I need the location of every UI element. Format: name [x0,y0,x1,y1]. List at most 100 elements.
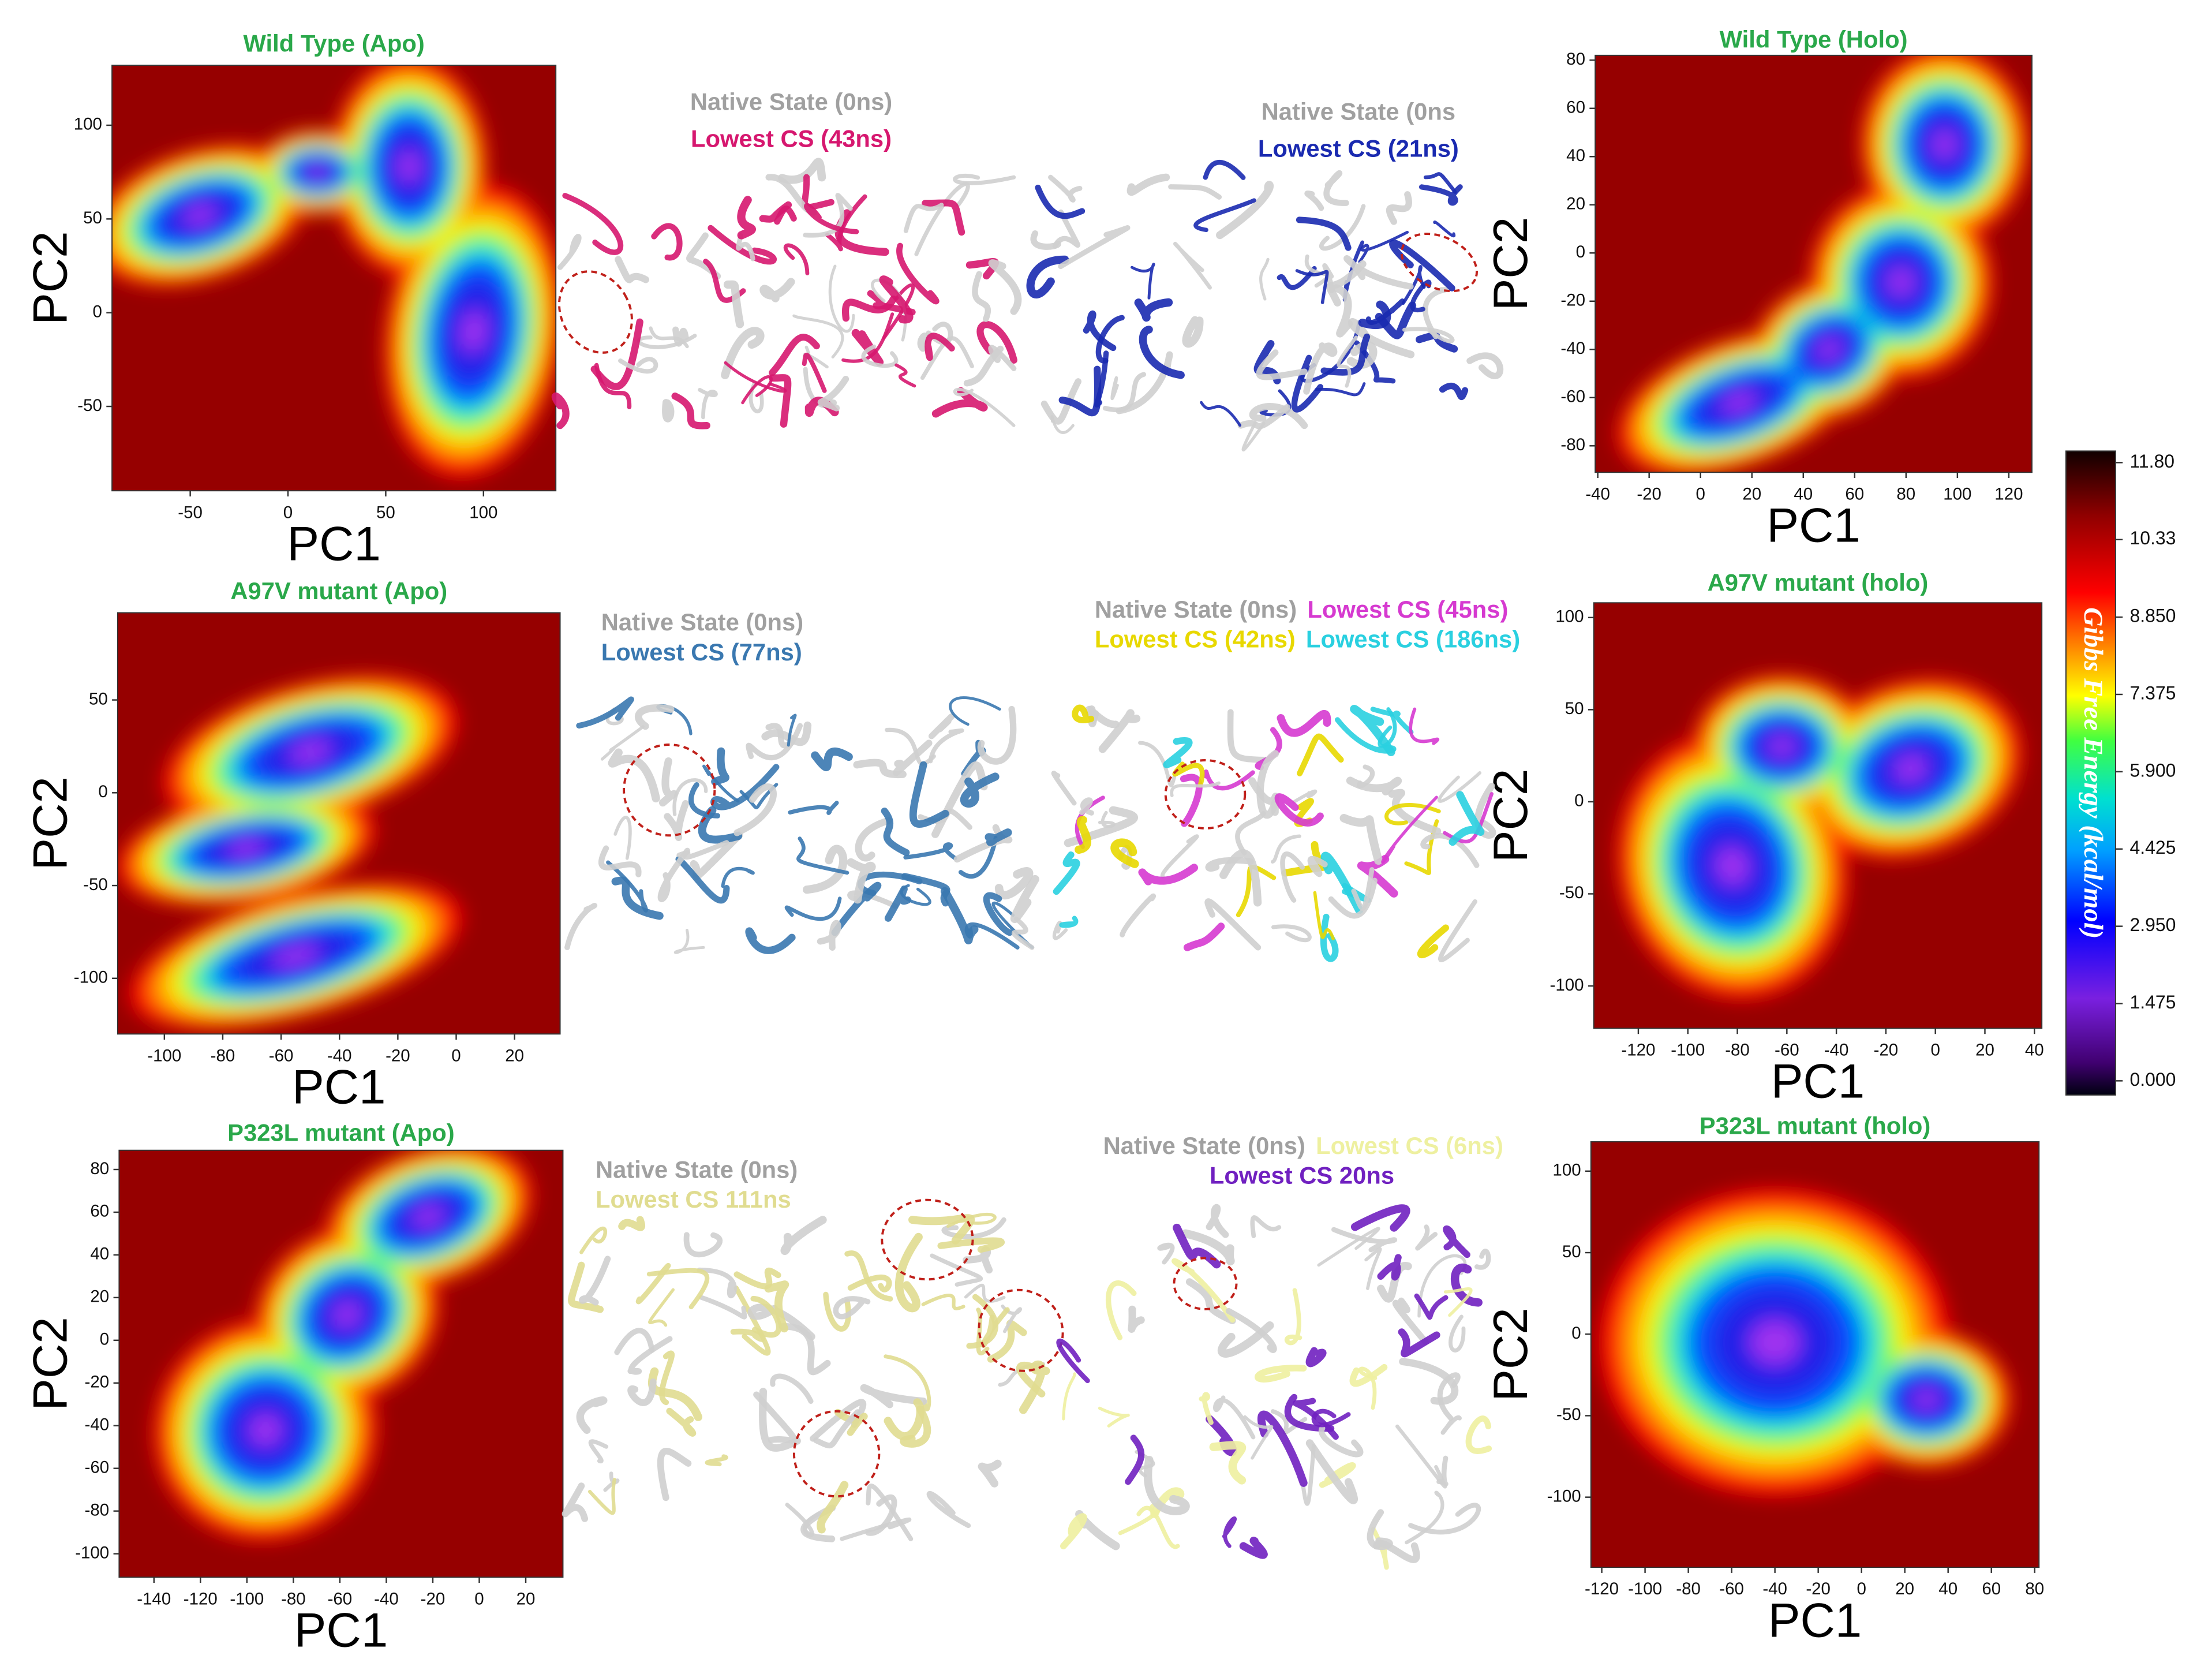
ribbon [1259,257,1270,301]
ribbon [926,322,953,345]
ribbon [1128,1305,1145,1333]
energy-contour [272,946,319,967]
y-tick-label: 0 [100,1330,109,1349]
x-tick-label: 0 [283,503,293,522]
structure-label: Lowest CS (21ns) [1258,135,1459,162]
chart-title: P323L mutant (holo) [1700,1112,1931,1139]
ribbon [1136,1505,1180,1549]
ribbon [1052,209,1080,249]
ribbon [576,696,634,729]
ribbon [928,713,955,739]
heatmap-basins [112,65,556,478]
ribbon [946,1212,997,1228]
ribbon [1163,737,1193,768]
ribbon [987,1320,1027,1363]
ribbon [745,927,796,954]
y-axis-label: PC2 [1483,1307,1537,1401]
ribbon [1204,898,1262,951]
ribbon [705,1454,728,1467]
ribbon [1414,1293,1449,1320]
ribbon [780,1216,827,1256]
ribbon [614,1328,655,1355]
ribbon [778,158,826,184]
x-tick-label: 60 [1982,1579,2001,1598]
x-tick-label: -40 [374,1589,399,1608]
x-tick-label: 80 [2025,1579,2044,1598]
ribbon [787,713,797,747]
ribbon [825,194,867,252]
ribbon [1358,1366,1378,1410]
ribbon [1313,891,1335,940]
ribbon [1235,811,1266,855]
ribbon [1293,1398,1339,1440]
ribbon [1389,240,1455,292]
ribbon [928,728,964,764]
ribbon [1075,816,1091,854]
ribbon [741,375,773,405]
x-axis-label: PC1 [294,1603,388,1657]
ribbon [855,817,892,862]
plot-frame [1593,602,2043,1029]
ribbon [1304,190,1324,211]
ribbon [688,782,721,819]
ribbon [860,1384,927,1409]
ribbon [1423,172,1457,194]
ribbon [828,264,855,333]
energy-contour [1895,756,1926,782]
heatmap-surface [112,65,556,478]
ribbon [698,806,743,844]
ribbon [1110,376,1119,401]
ribbon [1303,342,1338,395]
ribbon [551,392,570,429]
energy-contour [1888,268,1914,296]
ribbon [1203,769,1255,791]
x-tick-label: -100 [1671,1040,1705,1059]
ribbon [635,704,675,730]
ribbon [1465,1415,1492,1454]
structure-label: Lowest CS (43ns) [691,125,892,152]
ribbon [783,243,810,275]
x-axis-label: PC1 [1766,498,1860,552]
ribbon [1436,1455,1449,1487]
ribbon [1135,1450,1155,1478]
y-tick-label: 60 [90,1202,109,1221]
ribbon [844,1250,893,1302]
x-axis-label: PC1 [292,1060,385,1114]
colorbar-tick-label: 10.33 [2129,528,2176,548]
x-tick-label: 0 [451,1046,461,1065]
ribbon [900,1405,931,1448]
ribbon [937,1237,1005,1253]
energy-contour [398,151,421,182]
ribbon [921,1293,965,1310]
y-tick-label: 80 [90,1159,109,1178]
ribbon [1388,789,1442,835]
x-tick-label: -60 [1775,1040,1799,1059]
y-tick-label: -80 [85,1500,110,1519]
ribbon [1297,733,1344,776]
x-tick-label: -80 [1676,1579,1701,1598]
ribbon [1443,1287,1473,1317]
ribbon [1296,216,1352,251]
ribbon [1256,349,1308,380]
ribbon [721,866,755,888]
ribbon [594,363,632,409]
ribbon [1180,774,1203,827]
ribbon [963,345,1004,387]
ribbon [1337,335,1358,388]
x-tick-label: -20 [1806,1579,1831,1598]
y-tick-label: 50 [1562,1242,1581,1261]
ribbon [1373,1540,1420,1563]
ribbon [648,1288,675,1327]
ribbon [1040,378,1081,425]
ribbon [1125,1434,1145,1485]
y-tick-label: 40 [1566,146,1585,165]
ribbon [635,1262,671,1305]
y-tick-label: -100 [75,1543,109,1562]
x-tick-label: -60 [328,1589,353,1608]
ribbon [903,203,944,233]
y-tick-label: 60 [1566,98,1585,117]
chart-title: A97V mutant (holo) [1708,569,1929,596]
ribbon [1059,916,1079,928]
ribbon [949,696,1001,726]
ribbon [1370,707,1414,735]
